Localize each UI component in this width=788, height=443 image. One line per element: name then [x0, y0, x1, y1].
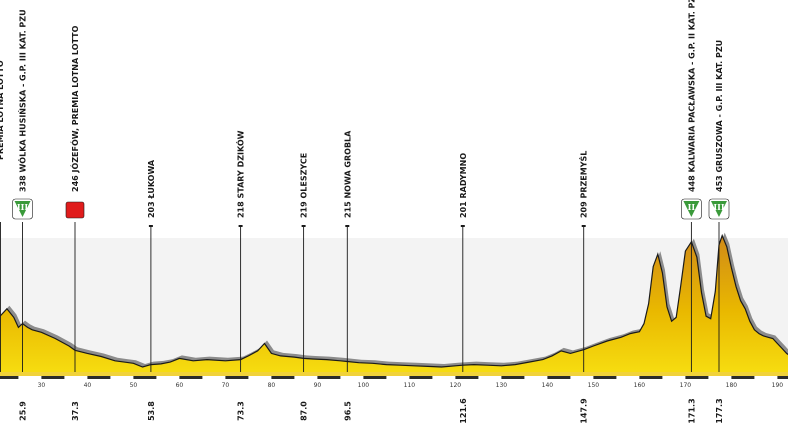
axis-tick-label: 150 — [588, 382, 600, 389]
axis-stripe — [501, 376, 525, 379]
axis-stripe — [455, 376, 479, 379]
axis-tick-label: 40 — [84, 382, 92, 389]
axis-bar — [0, 372, 788, 376]
checkpoint-cap — [301, 225, 306, 227]
axis-stripe — [179, 376, 203, 379]
axis-tick-label: 130 — [496, 382, 508, 389]
axis-stripe — [363, 376, 387, 379]
axis-tick-label: 110 — [404, 382, 416, 389]
checkpoint-km-label: 73.3 — [237, 401, 246, 421]
axis-stripe — [0, 376, 19, 379]
climb-triangle — [14, 201, 31, 217]
checkpoint-cap — [460, 225, 465, 227]
checkpoint-km-label: 87.0 — [300, 401, 309, 421]
axis-stripe — [41, 376, 65, 379]
profile-outline — [0, 233, 788, 368]
axis-tick-label: 170 — [680, 382, 692, 389]
axis-tick-label: 80 — [268, 382, 276, 389]
checkpoint-cap — [148, 225, 153, 227]
climb-category: II — [688, 202, 696, 212]
axis-stripe — [271, 376, 295, 379]
sprint-badge — [65, 201, 85, 219]
axis-stripe — [225, 376, 249, 379]
checkpoint-label: 218 STARY DZIKÓW — [235, 130, 246, 218]
climb-triangle — [683, 201, 700, 217]
checkpoint-cap — [238, 225, 243, 227]
axis-bar-gap — [0, 376, 788, 379]
checkpoint-label: 448 KALWARIA PACŁAWSKA - G.P. II KAT. PZ… — [687, 0, 696, 192]
axis-tick-label: 190 — [772, 382, 784, 389]
checkpoint-km-label: 96.5 — [343, 401, 352, 421]
axis-stripe — [317, 376, 341, 379]
axis-stripe — [731, 376, 755, 379]
checkpoint-label: 215 NOWA GROBLA — [343, 130, 352, 218]
axis-stripe — [777, 376, 788, 379]
cut-checkpoint-label: PREMIA LOTNA LOTTO — [0, 60, 5, 160]
checkpoint-label: 219 OLESZYCE — [300, 153, 309, 218]
checkpoint-km-label: 25.9 — [19, 401, 28, 421]
checkpoint-km-label: 121.6 — [459, 398, 468, 424]
climb-category: III — [17, 202, 28, 212]
axis-stripe — [639, 376, 663, 379]
checkpoint-km-label: 171.3 — [687, 398, 696, 423]
axis-stripe — [547, 376, 571, 379]
axis-tick-label: 60 — [176, 382, 184, 389]
checkpoint-km-label: 177.3 — [715, 398, 724, 423]
checkpoint-label: 209 PRZEMYŚL — [578, 151, 589, 218]
axis-tick-label: 50 — [130, 382, 138, 389]
axis-stripe — [133, 376, 157, 379]
checkpoint-label: 453 GRUSZOWA - G.P. III KAT. PZU — [715, 40, 724, 192]
axis-tick-label: 90 — [314, 382, 322, 389]
axis-tick-label: 120 — [450, 382, 462, 389]
axis-tick-label: 180 — [726, 382, 738, 389]
climb-triangle — [710, 201, 727, 217]
checkpoint-label: 338 WÓLKA HUSIŃSKA - G.P. III KAT. PZU — [17, 9, 28, 192]
checkpoint-km-label: 53.8 — [147, 401, 156, 421]
checkpoint-cap — [345, 225, 350, 227]
axis-tick-label: 100 — [358, 382, 370, 389]
axis-tick-label: 140 — [542, 382, 554, 389]
profile-area — [0, 235, 788, 372]
checkpoint-label: 203 ŁUKOWA — [147, 159, 156, 218]
axis-stripe — [593, 376, 617, 379]
checkpoint-km-label: 147.9 — [580, 398, 589, 424]
axis-stripe — [685, 376, 709, 379]
axis-tick-label: 30 — [38, 382, 46, 389]
checkpoint-label: 246 JÓZEFÓW, PREMIA LOTNA LOTTO — [69, 25, 80, 192]
axis-stripe — [87, 376, 111, 379]
checkpoint-km-label: 37.3 — [71, 401, 80, 421]
axis-stripe — [409, 376, 433, 379]
axis-tick-label: 70 — [222, 382, 230, 389]
axis-tick-label: 160 — [634, 382, 646, 389]
checkpoint-cap — [581, 225, 586, 227]
climb-category: III — [713, 202, 724, 212]
checkpoint-label: 201 RADYMNO — [459, 153, 468, 218]
